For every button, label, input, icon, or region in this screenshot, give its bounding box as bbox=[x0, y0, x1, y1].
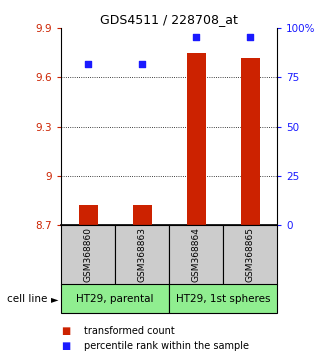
Text: GSM368865: GSM368865 bbox=[246, 227, 255, 282]
Title: GDS4511 / 228708_at: GDS4511 / 228708_at bbox=[100, 13, 238, 26]
Text: GSM368860: GSM368860 bbox=[83, 227, 93, 282]
Text: GSM368864: GSM368864 bbox=[192, 227, 201, 282]
Point bbox=[248, 34, 253, 39]
Text: HT29, parental: HT29, parental bbox=[76, 294, 154, 304]
Bar bbox=[169, 284, 277, 313]
Bar bbox=[61, 225, 115, 285]
Point bbox=[85, 62, 91, 67]
Bar bbox=[79, 205, 98, 225]
Bar bbox=[241, 58, 260, 225]
Bar bbox=[223, 225, 277, 285]
Text: transformed count: transformed count bbox=[84, 326, 175, 336]
Bar bbox=[187, 53, 206, 225]
Text: GSM368863: GSM368863 bbox=[138, 227, 147, 282]
Text: ►: ► bbox=[51, 294, 59, 304]
Text: percentile rank within the sample: percentile rank within the sample bbox=[84, 341, 249, 351]
Point bbox=[193, 34, 199, 39]
Bar bbox=[169, 225, 223, 285]
Text: ■: ■ bbox=[61, 341, 70, 351]
Text: HT29, 1st spheres: HT29, 1st spheres bbox=[176, 294, 270, 304]
Bar bbox=[61, 284, 169, 313]
Bar bbox=[133, 205, 151, 225]
Point bbox=[140, 62, 145, 67]
Text: cell line: cell line bbox=[7, 294, 47, 304]
Bar bbox=[115, 225, 169, 285]
Text: ■: ■ bbox=[61, 326, 70, 336]
